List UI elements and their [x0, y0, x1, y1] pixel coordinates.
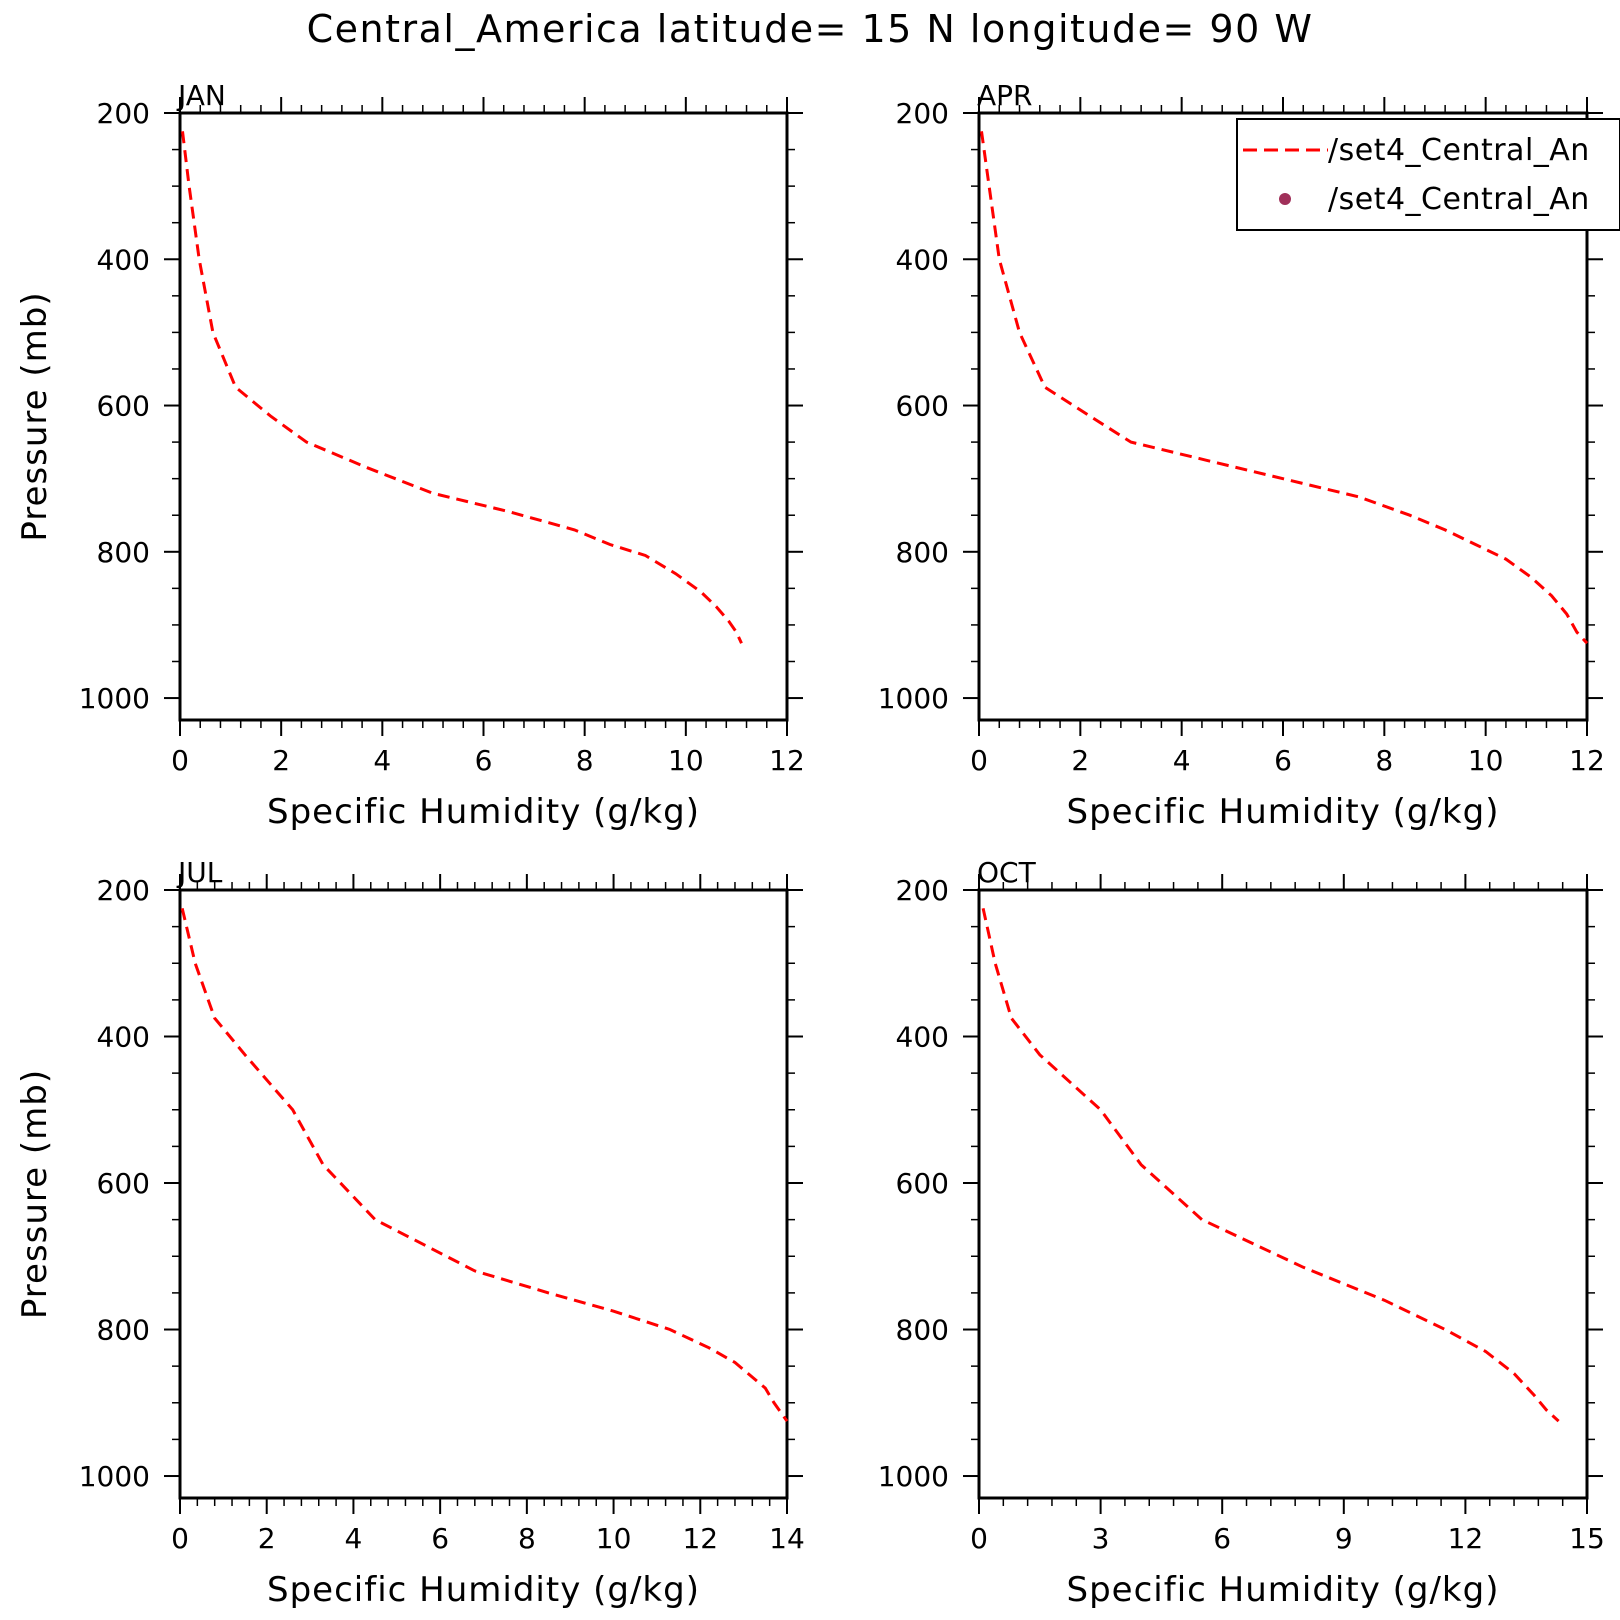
series-line	[181, 131, 743, 644]
y-tick-label: 800	[896, 536, 949, 569]
panel-label: APR	[977, 79, 1033, 112]
x-tick-label: 14	[769, 1522, 805, 1555]
panel-apr: APR 0 2 4 6 8 10 12 200 400 600 800 1000 Specific Hum…	[878, 79, 1605, 832]
x-tick-label: 0	[970, 744, 988, 777]
y-tick-label: 200	[896, 874, 949, 907]
y-tick-label: 1000	[79, 682, 150, 715]
x-tick-label: 4	[1173, 744, 1191, 777]
x-axis-label: Specific Humidity (g/kg)	[1067, 1570, 1500, 1610]
legend-box	[1236, 118, 1620, 231]
x-tick-label: 9	[1335, 1522, 1353, 1555]
panel-oct: OCT 0 3 6 9 12 15 200 400 600 800 1000 Specific Humi…	[878, 856, 1605, 1610]
x-tick-label: 2	[1071, 744, 1089, 777]
x-tick-label: 4	[373, 744, 391, 777]
y-tick-label: 400	[97, 243, 150, 276]
x-tick-label: 6	[1213, 1522, 1231, 1555]
panel-label: JUL	[176, 856, 223, 889]
chart-title: Central_America latitude= 15 N longitude…	[307, 7, 1314, 51]
x-tick-label: 15	[1569, 1522, 1605, 1555]
y-tick-label: 600	[896, 1167, 949, 1200]
x-tick-label: 2	[258, 1522, 276, 1555]
x-tick-label: 6	[431, 1522, 449, 1555]
y-tick-label: 200	[97, 874, 150, 907]
x-tick-label: 12	[1448, 1522, 1484, 1555]
x-tick-label: 8	[1375, 744, 1393, 777]
x-tick-label: 10	[668, 744, 704, 777]
x-tick-label: 10	[596, 1522, 632, 1555]
x-axis-label: Specific Humidity (g/kg)	[1067, 792, 1500, 832]
x-tick-label: 0	[171, 744, 189, 777]
y-tick-label: 1000	[878, 682, 949, 715]
series-line	[180, 907, 789, 1422]
y-tick-label: 600	[97, 390, 150, 423]
legend: /set4_Central_An /set4_Central_An	[1236, 118, 1620, 231]
y-tick-label: 1000	[79, 1460, 150, 1493]
x-tick-label: 6	[1274, 744, 1292, 777]
y-tick-label: 400	[896, 1021, 949, 1054]
y-tick-label: 1000	[878, 1460, 949, 1493]
x-tick-label: 12	[682, 1522, 718, 1555]
x-tick-label: 4	[345, 1522, 363, 1555]
series-line	[980, 131, 1589, 645]
x-tick-label: 12	[1569, 744, 1605, 777]
legend-entry-label: /set4_Central_An	[1328, 133, 1590, 168]
x-tick-label: 0	[970, 1522, 988, 1555]
y-tick-label: 400	[97, 1021, 150, 1054]
x-tick-label: 12	[769, 744, 805, 777]
x-tick-label: 8	[576, 744, 594, 777]
y-tick-label: 200	[97, 97, 150, 130]
y-tick-label: 800	[896, 1314, 949, 1347]
plot-frame	[178, 888, 789, 1500]
legend-entry-label: /set4_Central_An	[1328, 182, 1590, 217]
y-tick-label: 800	[97, 536, 150, 569]
y-tick-label: 400	[896, 243, 949, 276]
plot-frame	[977, 888, 1589, 1500]
series-line	[981, 907, 1560, 1423]
x-axis-label: Specific Humidity (g/kg)	[267, 792, 700, 832]
x-tick-label: 2	[272, 744, 290, 777]
y-tick-label: 600	[97, 1167, 150, 1200]
x-tick-label: 8	[518, 1522, 536, 1555]
y-axis-label: Pressure (mb)	[15, 291, 55, 541]
y-tick-label: 600	[896, 390, 949, 423]
legend-dot-swatch	[1279, 193, 1291, 205]
panel-jul: JUL 0 2 4 6 8 10 12 14 200 400 600 800 1000 Specific H…	[15, 856, 805, 1610]
y-tick-label: 200	[896, 97, 949, 130]
x-tick-label: 3	[1092, 1522, 1110, 1555]
y-axis-label: Pressure (mb)	[15, 1069, 55, 1319]
panel-label: OCT	[977, 856, 1037, 889]
x-tick-label: 10	[1468, 744, 1504, 777]
x-tick-label: 6	[475, 744, 493, 777]
x-tick-label: 0	[171, 1522, 189, 1555]
x-axis-label: Specific Humidity (g/kg)	[267, 1570, 700, 1610]
y-tick-label: 800	[97, 1314, 150, 1347]
